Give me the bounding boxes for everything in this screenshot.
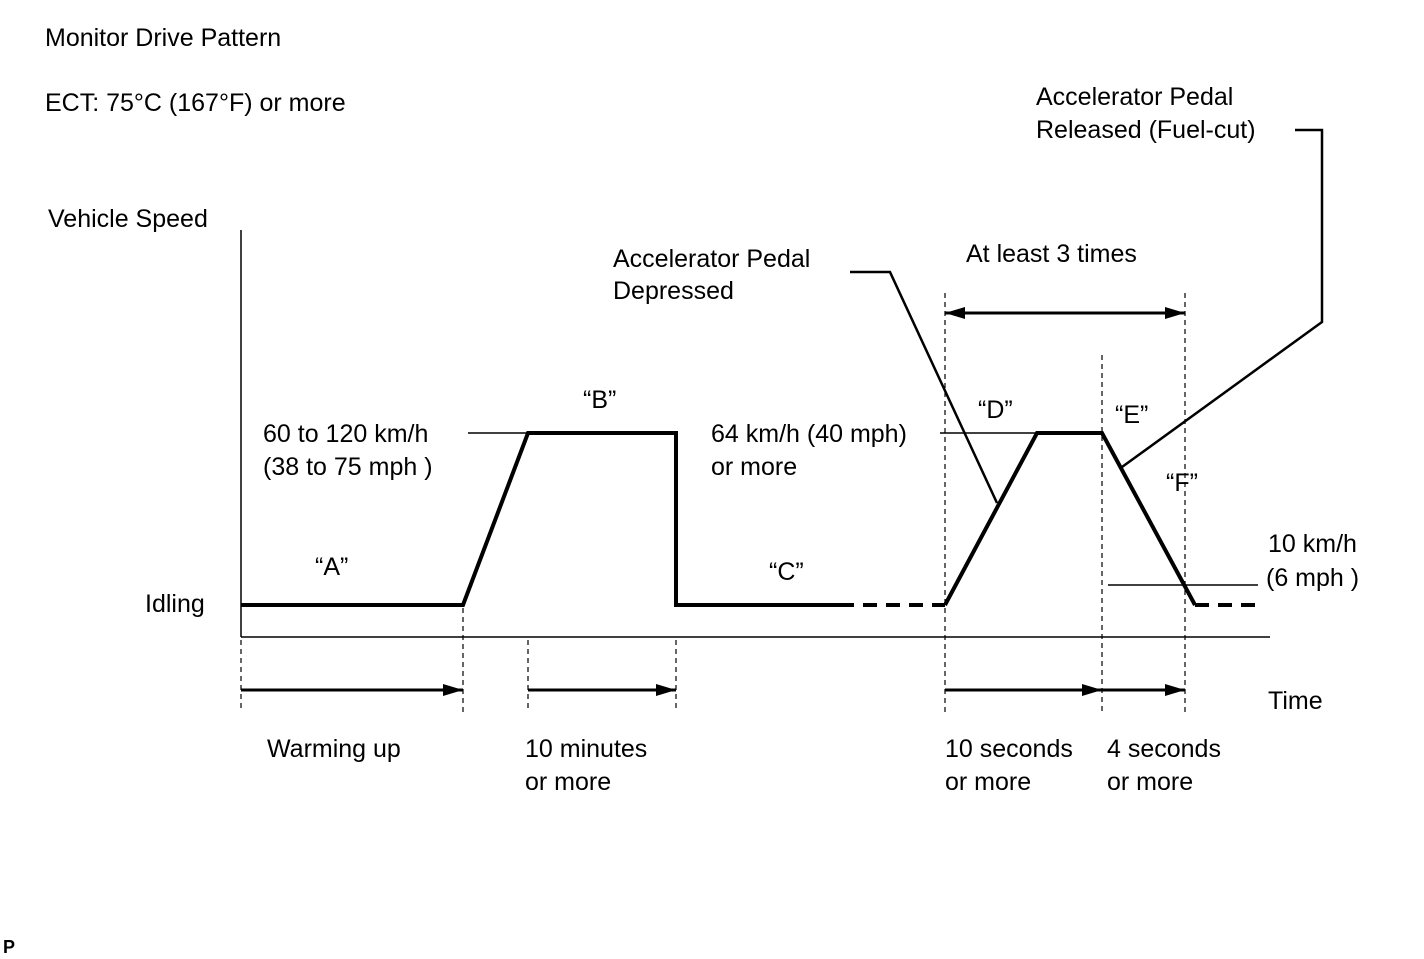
footer-mark: P (3, 937, 15, 957)
repeat-label: At least 3 times (966, 240, 1137, 268)
b-duration-qualifier: or more (525, 768, 611, 796)
segment-c-label: “C” (769, 558, 804, 586)
y-axis-label: Vehicle Speed (48, 205, 208, 233)
segment-f-label: “F” (1166, 469, 1198, 497)
e-duration-qualifier: or more (1107, 768, 1193, 796)
depressed-callout-2: Depressed (613, 277, 734, 305)
released-leader (1121, 128, 1324, 469)
idling-label: Idling (145, 590, 205, 618)
speed-profile-def (943, 431, 1197, 606)
d-speed-label: 64 km/h (40 mph) (711, 420, 907, 448)
segment-d-label: “D” (978, 396, 1013, 424)
segment-b-label: “B” (583, 386, 616, 414)
diagram-title: Monitor Drive Pattern (45, 24, 281, 52)
b-speed-mph: (38 to 75 mph ) (263, 453, 433, 481)
ect-condition: ECT: 75°C (167°F) or more (45, 89, 346, 117)
f-speed-label: 10 km/h (1268, 530, 1357, 558)
d-duration-qualifier: or more (945, 768, 1031, 796)
depressed-callout: Accelerator Pedal (613, 245, 810, 273)
speed-profile-abc (241, 431, 840, 607)
segment-a-label: “A” (315, 553, 348, 581)
segment-e-label: “E” (1115, 401, 1148, 429)
d-speed-qualifier: or more (711, 453, 797, 481)
e-duration-label: 4 seconds (1107, 735, 1221, 763)
b-speed-label: 60 to 120 km/h (263, 420, 428, 448)
warmup-label: Warming up (267, 735, 401, 763)
released-callout-2: Released (Fuel-cut) (1036, 116, 1256, 144)
depressed-leader (850, 270, 999, 504)
x-axis-label: Time (1268, 687, 1323, 715)
released-callout: Accelerator Pedal (1036, 83, 1233, 111)
b-duration-label: 10 minutes (525, 735, 647, 763)
f-speed-mph: (6 mph ) (1266, 564, 1359, 592)
d-duration-label: 10 seconds (945, 735, 1073, 763)
